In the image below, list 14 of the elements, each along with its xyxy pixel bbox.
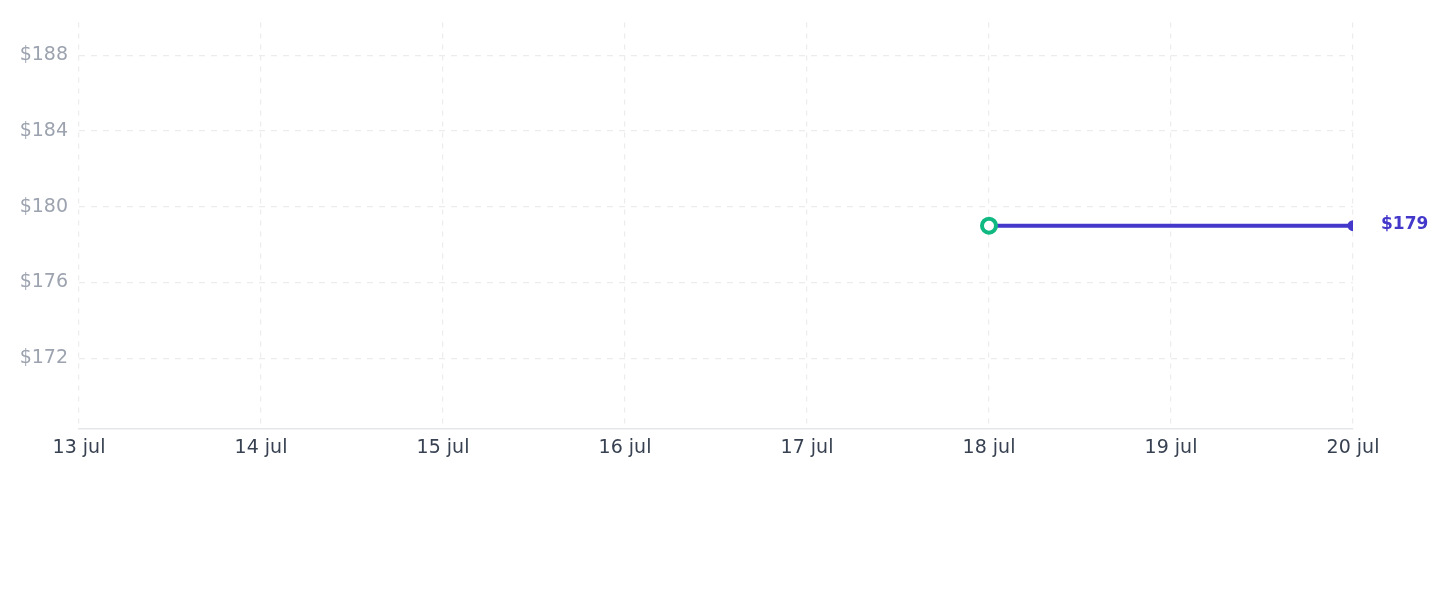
data-label: $179 [1381,213,1429,234]
x-tick-label: 15 jul [416,435,470,458]
y-tick-label: $180 [19,193,68,216]
x-tick-label: 13 jul [52,435,106,458]
x-tick-label: 18 jul [962,435,1016,458]
x-tick-label: 19 jul [1144,435,1198,458]
y-tick-label: $176 [19,269,68,292]
y-tick-label: $184 [19,117,68,140]
x-tick-label: 14 jul [234,435,288,458]
y-tick-label: $188 [19,42,68,65]
x-tick-label: 17 jul [780,435,834,458]
x-tick-label: 16 jul [598,435,652,458]
x-tick-label: 20 jul [1326,435,1380,458]
y-tick-label: $172 [19,345,68,368]
